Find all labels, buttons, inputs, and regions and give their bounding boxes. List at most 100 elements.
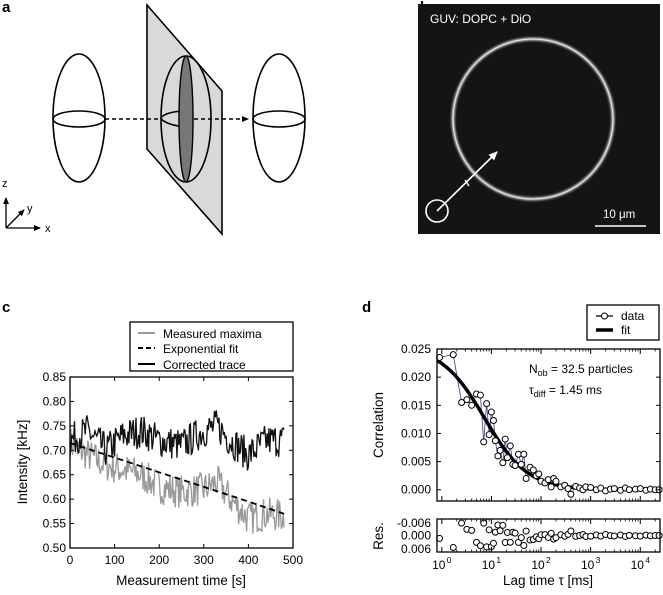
residual-point [636,532,644,540]
data-point [501,435,509,443]
y-tick-label-d: 0.000 [401,483,431,497]
series-fit-curve [436,358,660,492]
legend-d [586,304,660,341]
xlabel-c: Measurement time [s] [116,573,246,588]
x-tick-exponent-d: 3 [596,555,601,565]
panel-label-a: a [2,0,11,16]
legend-label-fit-d: fit [621,323,631,337]
x-tick-label-c: 0 [67,553,74,567]
residual-point [587,532,595,540]
x-tick-label-d: 10 [432,558,446,572]
y-tick-label-c: 0.80 [43,394,67,408]
data-point [529,466,537,474]
xlabel-d: Lag time τ [ms] [503,573,593,588]
y-tick-label-res: -0.006 [397,516,431,530]
panel-label-d: d [362,299,372,316]
annotation-nob: Nob = 32.5 particles [529,362,633,378]
series-exponential-fit [69,442,285,515]
y-tick-label-res: 0.006 [401,542,431,556]
panel-label-c: c [2,299,11,316]
y-tick-label-c: 0.55 [43,517,67,531]
x-tick-exponent-d: 0 [447,555,452,565]
y-tick-label-c: 0.60 [43,492,67,506]
y-tick-label-c: 0.65 [43,468,67,482]
residual-point [517,534,525,542]
data-point [480,438,488,446]
legend-label-fit: Exponential fit [163,342,239,356]
annotation-taudiff: τdiff = 1.45 ms [529,383,602,399]
data-point [636,485,644,493]
micrograph-title: GUV: DOPC + DiO [430,12,531,26]
left-ellipsoid-equator [52,110,106,128]
legend-label-corrected: Corrected trace [163,358,246,372]
residual-point [567,527,575,535]
residual-point [458,519,466,527]
coordinate-axes-icon: z y x [2,178,51,235]
data-point [522,474,530,482]
x-tick-label-d: 10 [581,558,595,572]
data-point [506,442,514,450]
data-point [587,483,595,491]
legend-label-measured: Measured maxima [163,327,262,341]
data-point [491,437,499,445]
micrograph-background [418,4,660,234]
ylabel-d: Correlation [371,392,386,458]
x-tick-label-d: 10 [631,558,645,572]
data-point [552,477,560,485]
data-point [458,398,466,406]
residual-point [499,521,507,529]
residual-point [547,529,555,537]
data-point [483,400,491,408]
plot-frame-d [436,348,661,502]
residual-point [449,544,457,552]
residual-point [496,527,504,535]
series-corrected-trace [69,410,285,471]
x-tick-exponent-d: 2 [546,555,551,565]
scan-arrow [436,151,498,212]
data-point [503,454,511,462]
scalebar-label: 10 μm [603,209,635,221]
residual-point [489,539,497,547]
axis-x-label: x [45,223,51,235]
data-point [494,452,502,460]
residual-point [610,532,618,540]
data-point [520,450,528,458]
right-ellipsoid-equator [252,110,306,128]
cross-section-ellipse [178,55,194,183]
x-tick-exponent-d: 4 [645,555,650,565]
chart-d: data fit 0.000 0.005 0.010 0.015 0.020 0.025 -… [371,304,663,588]
data-point [489,416,497,424]
data-point [485,431,493,439]
ylabel-residuals: Res. [371,522,386,550]
right-ellipsoid [252,53,306,183]
residual-point [485,526,493,534]
residual-frame-d [436,518,661,553]
panel-b-micrograph: GUV: DOPC + DiO 10 μm [418,4,660,234]
residual-point [522,527,530,535]
y-tick-label-c: 0.70 [43,443,67,457]
data-point [547,483,555,491]
data-point [517,460,525,468]
residual-point [655,531,663,539]
data-point [499,459,507,467]
legend-c [129,321,294,372]
axis-y-label: y [27,203,33,215]
y-tick-label-d: 0.020 [401,370,431,384]
y-tick-label-c: 0.50 [43,541,67,555]
x-tick-exponent-d: 1 [496,555,501,565]
x-tick-label-c: 100 [105,553,125,567]
data-point [476,391,484,399]
x-tick-label-d: 10 [482,558,496,572]
data-point [487,408,495,416]
y-tick-label-d: 0.015 [401,398,431,412]
residual-point [506,538,514,546]
y-tick-label-d: 0.025 [401,342,431,356]
data-point [564,485,572,493]
y-tick-label-res: 0.000 [401,529,431,543]
plot-frame-c [69,376,294,549]
y-tick-label-d: 0.010 [401,426,431,440]
x-tick-label-c: 400 [238,553,258,567]
residual-point [520,541,528,549]
x-tick-label-c: 200 [149,553,169,567]
data-point [463,396,471,404]
